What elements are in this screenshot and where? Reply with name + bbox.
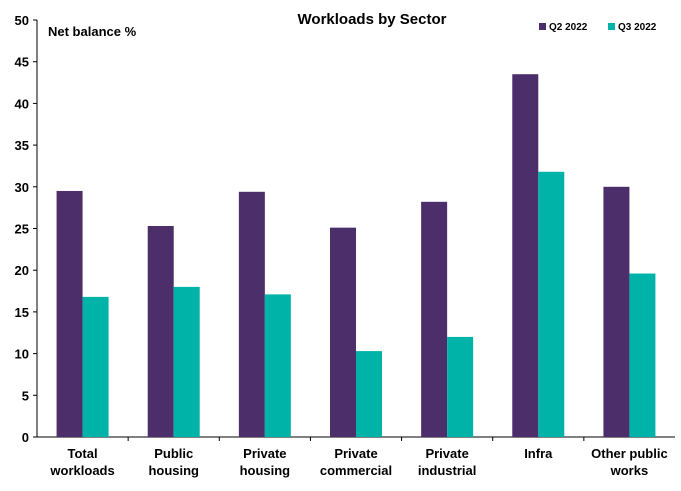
y-tick-label: 0 bbox=[22, 430, 29, 445]
legend: Q2 2022 Q3 2022 bbox=[539, 22, 657, 33]
y-tick-label: 40 bbox=[15, 96, 29, 111]
x-tick-label: Other public works bbox=[591, 446, 668, 478]
bar-q2-2022 bbox=[238, 191, 265, 437]
bar-q3-2022 bbox=[173, 286, 200, 437]
x-tick-label: Private industrial bbox=[418, 446, 477, 478]
x-tick-labels: Total workloads Public housing Private housin… bbox=[49, 446, 667, 478]
x-tick-label: Total workloads bbox=[49, 446, 114, 478]
y-tick-label: 35 bbox=[15, 138, 29, 153]
bars bbox=[56, 74, 656, 438]
legend-label-q3-2022: Q3 2022 bbox=[618, 22, 657, 33]
legend-label-q2-2022: Q2 2022 bbox=[549, 22, 588, 33]
bar-q2-2022 bbox=[421, 201, 448, 437]
y-axis-label: Net balance % bbox=[48, 24, 137, 39]
bar-q3-2022 bbox=[447, 336, 474, 437]
bar-q3-2022 bbox=[82, 296, 109, 437]
bar-q2-2022 bbox=[147, 225, 174, 437]
x-tick-label: Public housing bbox=[148, 446, 199, 478]
x-tick-label: Infra bbox=[524, 446, 553, 461]
y-tick-label: 15 bbox=[15, 305, 29, 320]
y-tick-label: 25 bbox=[15, 222, 29, 237]
legend-swatch-q3-2022 bbox=[608, 23, 615, 30]
y-tick-label: 45 bbox=[15, 55, 29, 70]
bar-q3-2022 bbox=[264, 294, 291, 437]
axes: 0 5 10 15 20 25 30 35 40 45 50 bbox=[15, 13, 675, 445]
bar-q3-2022 bbox=[629, 273, 656, 437]
y-tick-label: 5 bbox=[22, 388, 29, 403]
y-tick-label: 20 bbox=[15, 263, 29, 278]
bar-q2-2022 bbox=[56, 190, 83, 437]
bar-q2-2022 bbox=[330, 227, 356, 437]
bar-q2-2022 bbox=[512, 74, 539, 438]
bar-q3-2022 bbox=[538, 171, 565, 437]
chart-title: Workloads by Sector bbox=[298, 11, 447, 28]
x-tick-label: Private housing bbox=[240, 446, 291, 478]
legend-swatch-q2-2022 bbox=[539, 23, 546, 30]
y-tick-label: 30 bbox=[15, 180, 29, 195]
bar-q3-2022 bbox=[356, 351, 382, 437]
x-tick-label: Private commercial bbox=[320, 446, 392, 478]
bar-q2-2022 bbox=[603, 186, 630, 437]
y-tick-label: 10 bbox=[15, 347, 29, 362]
y-tick-label: 50 bbox=[15, 13, 29, 28]
